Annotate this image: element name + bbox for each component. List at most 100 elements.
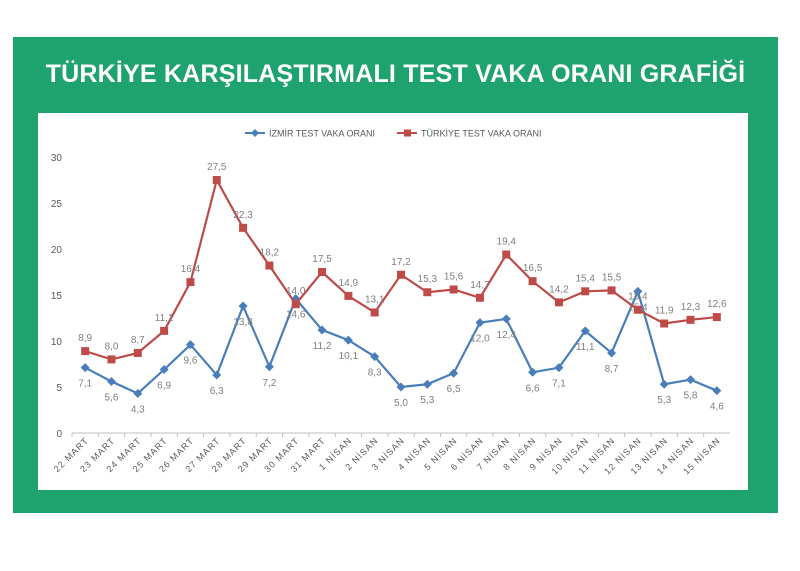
data-label: 10,1 — [339, 351, 359, 362]
data-point-marker — [554, 298, 563, 307]
data-point-marker — [580, 326, 590, 336]
data-point-marker — [239, 223, 248, 232]
data-point-marker — [554, 363, 564, 373]
data-label: 11,2 — [313, 341, 332, 352]
data-label: 8,0 — [105, 341, 119, 352]
data-label: 8,7 — [131, 335, 145, 346]
data-point-marker — [80, 363, 90, 373]
data-label: 12,3 — [681, 302, 701, 313]
data-label: 11,1 — [576, 342, 595, 353]
data-point-marker — [528, 277, 537, 286]
data-point-marker — [264, 362, 274, 372]
data-point-marker — [344, 291, 353, 300]
data-point-marker — [581, 287, 590, 296]
data-point-marker — [633, 286, 643, 296]
data-label: 13,8 — [233, 317, 253, 328]
y-tick-label: 30 — [51, 153, 63, 164]
data-point-marker — [318, 268, 327, 276]
data-label: 7,1 — [552, 379, 566, 390]
data-label: 22,3 — [233, 210, 253, 221]
data-point-marker — [712, 313, 721, 322]
data-point-marker — [370, 308, 379, 317]
legend-label: TÜRKİYE TEST VAKA ORANI — [421, 129, 542, 139]
y-tick-label: 10 — [51, 337, 63, 348]
legend-marker — [404, 129, 411, 137]
data-point-marker — [159, 365, 169, 375]
data-point-marker — [475, 293, 484, 302]
y-tick-label: 20 — [51, 245, 63, 256]
data-point-marker — [265, 261, 274, 270]
data-point-marker — [686, 315, 695, 324]
data-label: 5,3 — [657, 395, 671, 406]
data-point-marker — [607, 348, 617, 358]
data-point-marker — [501, 314, 511, 324]
data-label: 5,3 — [420, 395, 434, 406]
plot-panel — [38, 113, 748, 490]
y-tick-label: 5 — [56, 383, 62, 394]
data-point-marker — [475, 318, 485, 328]
data-point-marker — [712, 386, 722, 396]
y-tick-label: 15 — [51, 291, 63, 302]
data-point-marker — [185, 340, 195, 350]
data-point-marker — [607, 286, 616, 295]
data-point-marker — [343, 335, 353, 345]
data-label: 6,3 — [210, 386, 224, 397]
data-label: 9,6 — [183, 356, 197, 367]
data-label: 6,9 — [157, 381, 171, 392]
data-label: 4,6 — [710, 402, 724, 413]
data-point-marker — [633, 305, 642, 314]
data-point-marker — [397, 270, 405, 279]
data-point-marker — [449, 368, 459, 378]
data-label: 5,0 — [394, 398, 408, 409]
y-tick-label: 0 — [56, 429, 62, 440]
data-label: 5,8 — [684, 391, 698, 402]
data-label: 15,5 — [602, 272, 622, 283]
data-label: 15,4 — [576, 273, 596, 284]
data-label: 14,6 — [286, 310, 306, 321]
data-point-marker — [133, 388, 143, 398]
data-label: 19,4 — [497, 237, 517, 248]
data-point-marker — [107, 355, 116, 364]
data-label: 11,9 — [655, 306, 674, 317]
data-label: 6,5 — [447, 384, 461, 395]
data-label: 14,9 — [339, 278, 359, 289]
data-label: 13,1 — [365, 294, 385, 305]
legend-marker — [251, 129, 259, 137]
data-point-marker — [133, 348, 142, 357]
data-point-marker — [686, 375, 696, 385]
data-point-marker — [422, 379, 432, 389]
data-label: 12,4 — [497, 330, 517, 341]
data-label: 16,4 — [181, 264, 201, 275]
data-point-marker — [370, 352, 380, 362]
data-label: 7,2 — [262, 378, 276, 389]
series-line-0 — [84, 288, 718, 395]
data-point-marker — [106, 376, 116, 386]
data-label: 6,6 — [526, 383, 540, 394]
data-point-marker — [449, 285, 458, 294]
data-label: 12,6 — [707, 299, 727, 310]
data-label: 11,1 — [155, 313, 174, 324]
data-label: 12,0 — [470, 334, 490, 345]
data-label: 8,7 — [605, 364, 619, 375]
data-point-marker — [291, 300, 300, 309]
data-label: 14,0 — [286, 286, 306, 297]
data-point-marker — [81, 347, 90, 356]
data-point-marker — [659, 379, 669, 389]
data-label: 14,7 — [470, 280, 490, 291]
data-label: 16,5 — [523, 263, 543, 274]
chart-title: TÜRKİYE KARŞILAŞTIRMALI TEST VAKA ORANI … — [45, 60, 746, 88]
data-point-marker — [212, 176, 221, 184]
data-label: 4,3 — [131, 404, 145, 415]
data-point-marker — [186, 278, 195, 287]
y-tick-label: 25 — [51, 199, 63, 210]
data-point-marker — [528, 367, 538, 377]
data-point-marker — [160, 326, 169, 335]
data-point-marker — [317, 325, 327, 335]
data-point-marker — [502, 250, 511, 259]
data-label: 27,5 — [207, 162, 227, 173]
data-label: 5,6 — [105, 392, 119, 403]
data-point-marker — [660, 319, 669, 328]
data-label: 17,5 — [312, 254, 332, 265]
data-label: 8,3 — [368, 368, 382, 379]
